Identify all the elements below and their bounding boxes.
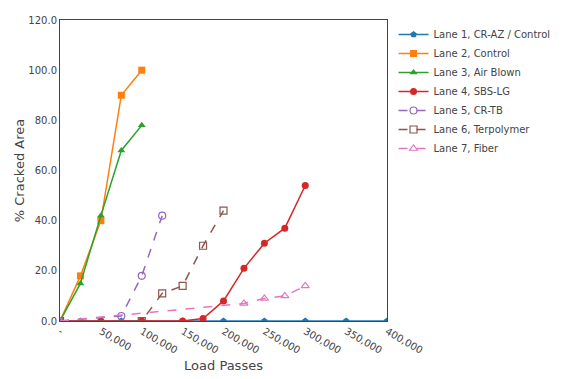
- svg-text:40.0: 40.0: [35, 215, 57, 226]
- svg-text:80.0: 80.0: [35, 115, 57, 126]
- svg-text:Lane 2, Control: Lane 2, Control: [434, 48, 510, 59]
- svg-text:0.0: 0.0: [41, 316, 57, 327]
- svg-text:100,000: 100,000: [138, 326, 179, 356]
- svg-text:Lane 5, CR-TB: Lane 5, CR-TB: [434, 105, 503, 116]
- svg-text:Lane 6, Terpolymer: Lane 6, Terpolymer: [434, 124, 531, 135]
- svg-text:Lane 1, CR-AZ / Control: Lane 1, CR-AZ / Control: [434, 29, 551, 40]
- svg-text:% Cracked Area: % Cracked Area: [12, 119, 27, 222]
- svg-text:Lane 3, Air Blown: Lane 3, Air Blown: [434, 67, 521, 78]
- svg-text:60.0: 60.0: [35, 165, 57, 176]
- svg-text:150,000: 150,000: [179, 326, 220, 356]
- svg-text:100.0: 100.0: [28, 65, 57, 76]
- svg-text:120.0: 120.0: [28, 15, 57, 26]
- svg-text:400,000: 400,000: [384, 326, 425, 356]
- svg-text:300,000: 300,000: [302, 326, 343, 356]
- svg-text:Load Passes: Load Passes: [184, 358, 263, 373]
- svg-text:350,000: 350,000: [343, 326, 384, 356]
- svg-text:Lane 7, Fiber: Lane 7, Fiber: [434, 143, 499, 154]
- svg-text:250,000: 250,000: [261, 326, 302, 356]
- svg-text:200,000: 200,000: [220, 326, 261, 356]
- svg-text:20.0: 20.0: [35, 265, 57, 276]
- svg-text:Lane 4, SBS-LG: Lane 4, SBS-LG: [434, 86, 510, 97]
- svg-text:50,000: 50,000: [97, 326, 133, 353]
- svg-text:-: -: [57, 326, 66, 338]
